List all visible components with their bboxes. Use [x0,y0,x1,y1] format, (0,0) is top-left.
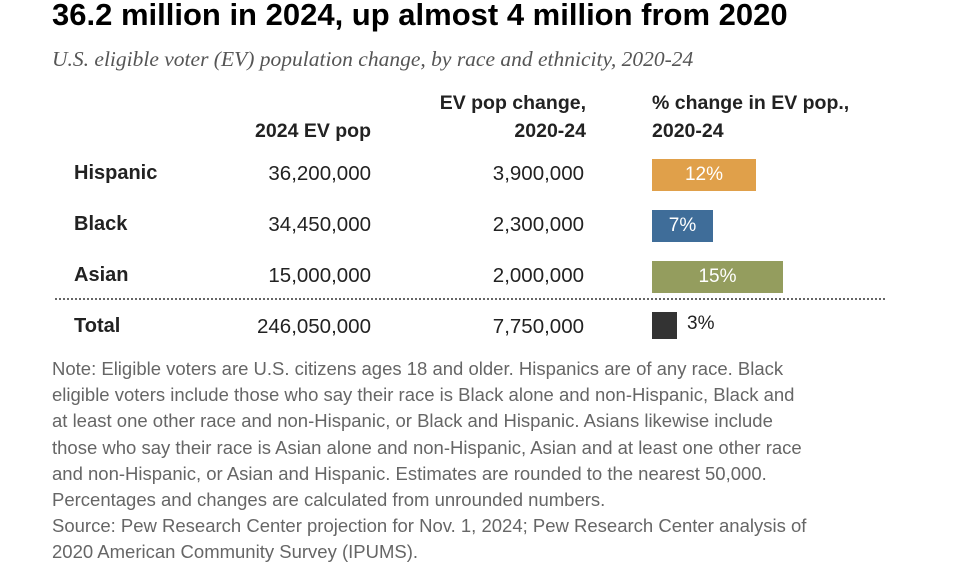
ev-change-value: 2,300,000 [492,213,584,236]
column-header-pct-change: % change in EV pop., 2020-24 [652,89,849,145]
total-ev-pop-value: 246,050,000 [256,315,371,338]
total-row-label: Total [74,315,121,337]
ev-pop-value: 15,000,000 [268,264,371,287]
note-line: Percentages and changes are calculated f… [52,489,606,511]
source-line: 2020 American Community Survey (IPUMS). [52,541,419,563]
pct-change-label: 15% [698,266,737,287]
column-header-ev-change-line1: EV pop change, [439,92,586,114]
ev-pop-value: 34,450,000 [268,213,371,236]
column-header-pct-change-line1: % change in EV pop., [652,92,850,114]
pct-change-label: 12% [684,164,724,185]
total-divider [55,298,885,300]
note-line: Note: Eligible voters are U.S. citizens … [52,358,784,379]
total-pct-change-bar [652,312,677,339]
chart-title: 36.2 million in 2024, up almost 4 millio… [52,0,788,32]
note-line: at least one other race and non-Hispanic… [52,410,773,432]
row-label: Asian [74,264,129,286]
ev-change-value: 2,000,000 [492,264,584,287]
note-line: eligible voters include those who say th… [52,384,795,406]
pct-change-bar: 12% [652,159,756,191]
ev-pop-value: 36,200,000 [268,162,371,185]
row-label: Hispanic [74,162,158,184]
source-line: Source: Pew Research Center projection f… [52,515,807,537]
total-ev-change-value: 7,750,000 [492,315,584,338]
chart-subtitle: U.S. eligible voter (EV) population chan… [52,47,694,71]
column-header-ev-pop-text: 2024 EV pop [255,120,371,142]
note-line: those who say their race is Asian alone … [52,436,802,458]
ev-change-value: 3,900,000 [492,162,584,185]
note-line: and non-Hispanic, or Asian and Hispanic.… [52,462,767,484]
total-pct-change-label: 3% [687,313,715,334]
column-header-ev-change-line2: 2020-24 [514,120,586,142]
chart-notes: Note: Eligible voters are U.S. citizens … [52,356,932,566]
pct-change-label: 7% [668,215,697,236]
column-header-ev-pop: 2024 EV pop [255,117,371,145]
column-header-pct-change-line2: 2020-24 [652,120,724,142]
column-header-ev-change: EV pop change, 2020-24 [440,89,586,145]
pct-change-bar: 7% [652,210,713,242]
row-label: Black [74,213,128,235]
pct-change-bar: 15% [652,261,783,293]
